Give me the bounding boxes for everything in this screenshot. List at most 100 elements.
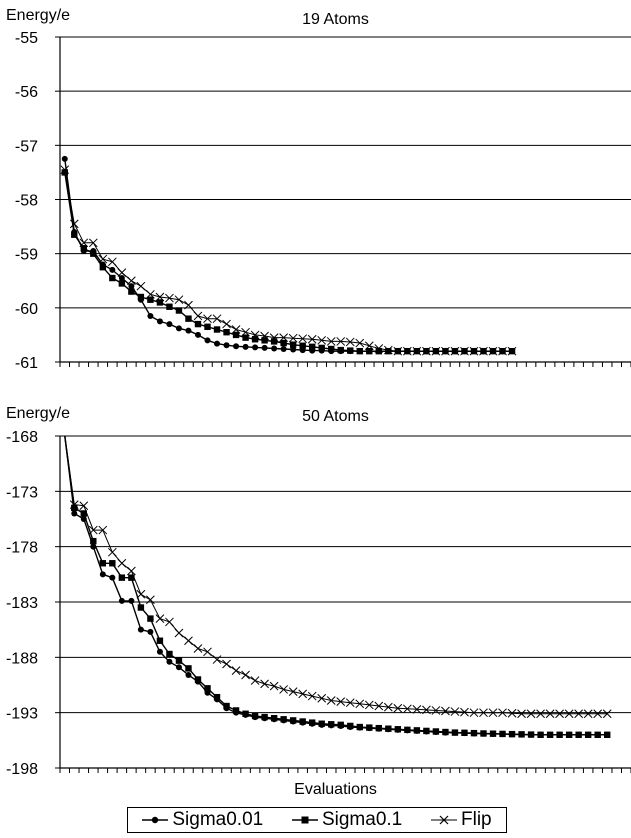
data-point-cross [146,595,155,605]
data-point-cross [212,655,222,664]
data-point-square [413,727,421,734]
data-point-circle [242,343,249,350]
chart-legend: Sigma0.01 Sigma0.1 Flip [127,807,507,833]
data-point-cross [231,666,241,675]
data-point-cross [136,589,146,599]
data-point-square [289,341,297,348]
data-point-square [156,299,164,306]
data-point-cross [79,238,89,248]
data-point-square [318,720,325,727]
data-point-circle [156,318,163,325]
data-point-cross [479,346,488,356]
data-point-cross [88,525,98,535]
data-point-square [394,726,402,733]
data-point-circle [175,664,182,671]
data-point-cross [326,696,336,705]
data-point-cross [393,703,403,713]
data-point-circle [128,283,135,290]
data-point-cross [450,707,460,716]
data-point-circle [261,344,268,351]
data-point-cross [107,257,117,267]
data-point-circle [185,672,192,679]
data-point-square [128,288,135,295]
data-point-square [461,729,468,737]
data-point-cross [307,334,317,344]
data-point-cross [288,687,298,696]
data-point-square [584,731,592,738]
data-point-cross [155,614,165,623]
data-point-square [99,560,107,567]
data-point-circle [194,331,201,338]
data-point-square [242,710,249,717]
data-point-cross [88,238,98,248]
data-point-cross [117,268,127,277]
data-point-cross [345,698,355,708]
data-point-square [451,729,459,736]
data-point-square [118,574,126,581]
data-point-cross [250,676,260,685]
data-point-square [204,323,211,330]
data-point-cross [507,708,517,718]
data-point-cross [317,693,327,703]
data-point-cross [450,346,460,356]
data-point-square [280,716,287,723]
data-point-square [213,326,221,333]
data-point-cross [336,337,346,346]
data-point-square [404,726,411,734]
data-point-cross [355,699,365,709]
data-point-square [166,303,173,310]
data-point-square [213,693,221,701]
data-point-square [518,731,525,738]
data-point-square [137,293,145,301]
data-point-square [499,730,506,738]
data-point-cross [98,525,108,535]
y-tick-label: -60 [15,301,38,318]
data-point-cross [326,337,336,346]
data-point-square [232,331,240,339]
data-point-cross [203,647,212,657]
data-point-cross [231,325,241,334]
data-point-square [223,702,230,710]
data-point-cross [317,335,327,345]
data-point-cross [260,331,269,341]
data-point-circle [252,344,259,351]
series-line-sigma01 [64,435,608,736]
data-point-square [175,657,183,664]
data-point-circle [109,266,116,273]
data-point-square [90,250,97,257]
data-point-cross [117,558,127,568]
data-point-square [232,707,240,714]
data-point-circle [175,325,182,332]
data-point-square [280,339,287,347]
data-point-cross [498,346,507,356]
data-point-square [185,315,192,322]
y-tick-label: -57 [15,138,38,155]
legend-label-flip: Flip [461,809,492,830]
data-point-square [261,713,268,721]
data-point-cross [460,346,469,356]
data-point-square [166,650,173,658]
data-point-cross [545,709,555,719]
data-point-square [594,731,601,738]
data-point-square [328,721,335,728]
data-point-square [356,347,363,355]
data-point-square [604,731,611,738]
data-point-cross [298,334,308,344]
data-point-cross [488,708,498,718]
data-point-square [299,718,306,725]
data-point-circle [147,312,154,319]
data-point-square [204,685,211,692]
data-point-cross [155,292,165,302]
data-point-cross [460,707,469,717]
legend-item-flip: Flip [431,809,492,831]
data-point-square [156,637,164,644]
data-point-circle [214,340,221,347]
data-point-circle [109,574,116,581]
data-point-square [185,665,192,672]
y-tick-label: -55 [15,30,38,47]
data-point-circle [137,626,144,633]
data-point-square [508,730,516,738]
data-point-cross [583,709,593,719]
data-point-cross [298,689,308,699]
data-point-square [61,169,68,176]
